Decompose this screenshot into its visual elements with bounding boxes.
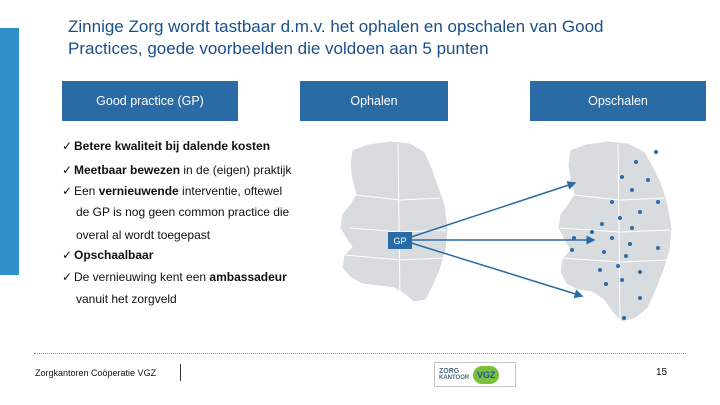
page-number: 15 bbox=[656, 367, 668, 378]
arrow-up bbox=[407, 181, 577, 239]
criterion-3: ✓ Een vernieuwende interventie, oftewel bbox=[62, 184, 283, 198]
title-line-2: Practices, goede voorbeelden die voldoen… bbox=[68, 39, 489, 58]
footer-organisation: Zorgkantoren Coöperatie VGZ bbox=[35, 368, 157, 378]
vgz-logo: VGZ bbox=[473, 365, 500, 384]
gp-label: GP bbox=[393, 236, 407, 246]
footer-divider bbox=[34, 353, 686, 354]
footer-separator bbox=[180, 364, 181, 381]
footer-logo: ZORG KANTOOR VGZ bbox=[434, 362, 516, 387]
accent-bar bbox=[0, 28, 19, 275]
opschalen-dots bbox=[570, 150, 660, 320]
center-map-shape bbox=[339, 140, 449, 303]
ophalen-pill: Ophalen bbox=[300, 81, 448, 121]
criterion-3-subline-1: de GP is nog geen common practice die bbox=[76, 205, 290, 219]
zorgkantoor-logo: ZORG KANTOOR bbox=[439, 367, 470, 381]
criterion-1: ✓ Betere kwaliteit bij dalende kosten bbox=[62, 139, 271, 153]
checkmark-icon: ✓ bbox=[62, 270, 73, 284]
checkmark-icon: ✓ bbox=[62, 184, 73, 198]
checkmark-icon: ✓ bbox=[62, 139, 73, 153]
criterion-5-subline: vanuit het zorgveld bbox=[76, 292, 177, 306]
criterion-3-subline-2: overal al wordt toegepast bbox=[76, 228, 211, 242]
good-practice-pill: Good practice (GP) bbox=[62, 81, 238, 121]
opschalen-pill: Opschalen bbox=[530, 81, 706, 121]
checkmark-icon: ✓ bbox=[62, 163, 73, 177]
criterion-4: ✓ Opschaalbaar bbox=[62, 248, 154, 262]
checkmark-icon: ✓ bbox=[62, 248, 73, 262]
slide-title: Zinnige Zorg wordt tastbaar d.m.v. het o… bbox=[68, 16, 708, 60]
criterion-2: ✓ Meetbaar bewezen in de (eigen) praktijk bbox=[62, 163, 292, 177]
title-line-1: Zinnige Zorg wordt tastbaar d.m.v. het o… bbox=[68, 17, 604, 36]
right-map-shape bbox=[557, 140, 673, 323]
criterion-5: ✓ De vernieuwing kent een ambassadeur bbox=[62, 270, 287, 284]
arrow-down bbox=[407, 241, 584, 299]
